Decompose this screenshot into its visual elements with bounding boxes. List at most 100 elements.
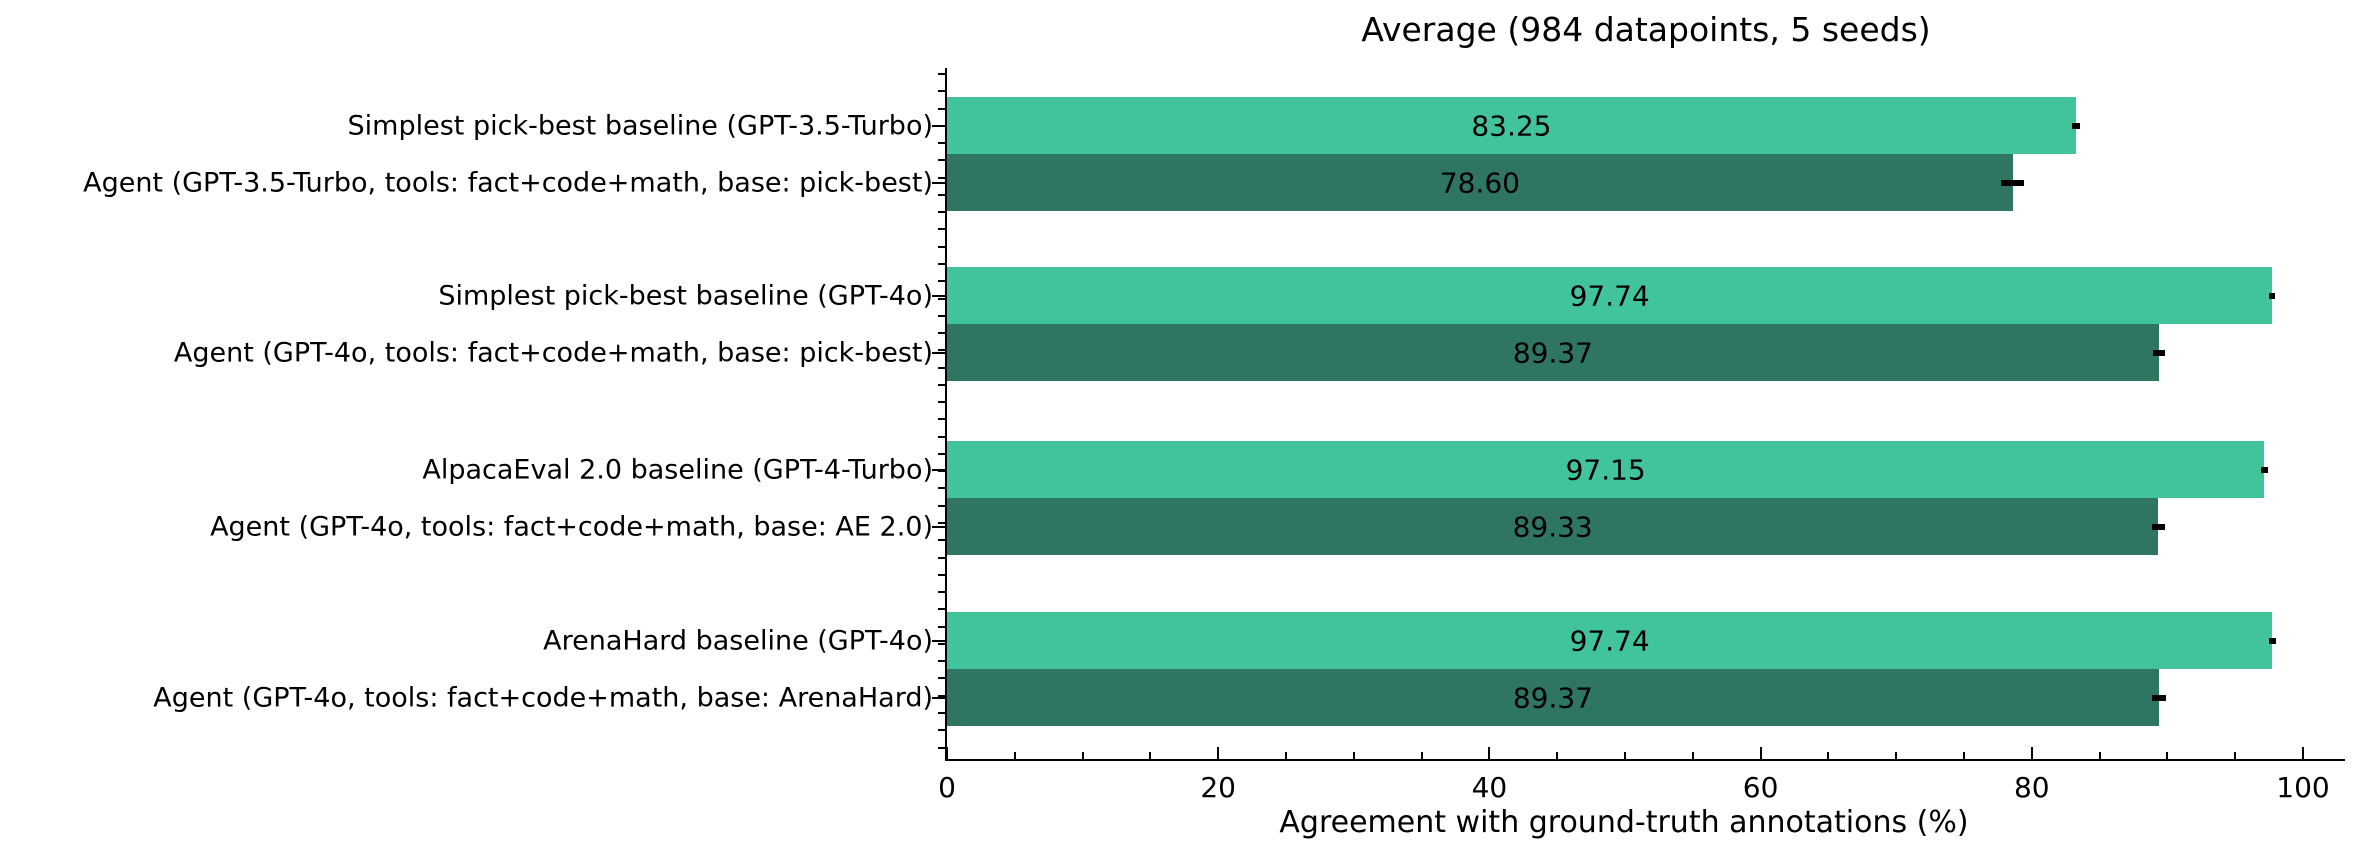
error-bar (2152, 694, 2166, 701)
chart-title: Average (984 datapoints, 5 seeds) (1361, 10, 1931, 49)
category-label: Simplest pick-best baseline (GPT-4o) (438, 280, 933, 311)
bar-value-label: 89.37 (1512, 681, 1594, 714)
y-minor-tick (938, 729, 945, 731)
y-major-tick (932, 124, 945, 127)
y-minor-tick (938, 315, 945, 317)
y-minor-tick (938, 643, 945, 645)
y-minor-tick (938, 470, 945, 472)
y-minor-tick (938, 418, 945, 420)
y-minor-tick (938, 591, 945, 593)
y-minor-tick (938, 332, 945, 334)
x-minor-tick (1352, 752, 1355, 759)
y-minor-tick (938, 539, 945, 541)
error-bar (2152, 349, 2165, 356)
bar-value-label: 97.15 (1565, 453, 1646, 486)
y-minor-tick (938, 349, 945, 351)
error-bar (2269, 292, 2276, 299)
y-minor-tick (938, 298, 945, 300)
y-minor-tick (938, 73, 945, 75)
bar-value-label: 89.37 (1512, 336, 1594, 369)
x-minor-tick (1420, 752, 1423, 759)
x-major-tick (1759, 747, 1762, 759)
x-minor-tick (1691, 752, 1694, 759)
x-minor-tick (1556, 752, 1559, 759)
y-minor-tick (938, 712, 945, 714)
y-minor-tick (938, 695, 945, 697)
y-minor-tick (938, 246, 945, 248)
bar-value-label: 97.74 (1569, 279, 1650, 312)
y-major-tick (932, 351, 945, 354)
x-tick-label: 20 (1200, 771, 1237, 804)
y-minor-tick (938, 367, 945, 369)
category-label: Agent (GPT-4o, tools: fact+code+math, ba… (153, 682, 933, 713)
y-major-tick (932, 696, 945, 699)
bar-value-label: 97.74 (1569, 624, 1650, 657)
x-minor-tick (2098, 752, 2101, 759)
y-minor-tick (938, 280, 945, 282)
x-major-tick (2302, 747, 2304, 759)
x-tick-label: 80 (2013, 771, 2050, 804)
x-axis-label: Agreement with ground-truth annotations … (1279, 805, 1969, 840)
y-major-tick (932, 181, 945, 184)
error-bar (2260, 466, 2268, 473)
y-minor-tick (938, 159, 945, 161)
y-minor-tick (938, 194, 945, 196)
x-major-tick (1217, 747, 1220, 759)
bar-value-label: 78.60 (1439, 166, 1520, 199)
y-minor-tick (938, 660, 945, 662)
y-minor-tick (938, 228, 945, 230)
y-minor-tick (938, 574, 945, 576)
y-major-tick (932, 468, 945, 471)
x-minor-tick (1013, 752, 1016, 759)
y-minor-tick (938, 108, 945, 110)
x-tick-label: 60 (1742, 771, 1779, 804)
y-minor-tick (938, 142, 945, 144)
agent-bar (947, 324, 2159, 381)
y-minor-tick (938, 211, 945, 213)
bar-value-label: 89.33 (1512, 510, 1593, 543)
x-minor-tick (1895, 752, 1898, 759)
x-minor-tick (1963, 752, 1965, 759)
y-major-tick (932, 294, 945, 297)
y-minor-tick (938, 177, 945, 179)
y-major-tick (932, 639, 945, 642)
x-minor-tick (1285, 752, 1287, 759)
x-major-tick (946, 747, 948, 759)
y-minor-tick (938, 677, 945, 679)
x-minor-tick (2166, 752, 2169, 759)
x-minor-tick (1624, 752, 1626, 759)
y-minor-tick (938, 626, 945, 628)
agent-bar (947, 669, 2159, 726)
y-minor-tick (938, 557, 945, 559)
baseline-bar (947, 267, 2273, 324)
category-label: AlpacaEval 2.0 baseline (GPT-4-Turbo) (422, 454, 933, 485)
error-bar (2001, 179, 2025, 186)
y-axis-spine (945, 68, 947, 761)
baseline-bar (947, 97, 2076, 154)
category-label: Agent (GPT-4o, tools: fact+code+math, ba… (173, 337, 933, 368)
y-minor-tick (938, 263, 945, 265)
y-minor-tick (938, 453, 945, 455)
agent-bar (947, 154, 2013, 211)
x-major-tick (2030, 747, 2033, 759)
category-label: Agent (GPT-4o, tools: fact+code+math, ba… (210, 511, 933, 542)
x-minor-tick (1827, 752, 1830, 759)
category-label: Simplest pick-best baseline (GPT-3.5-Tur… (347, 110, 933, 141)
category-label: ArenaHard baseline (GPT-4o) (543, 625, 933, 656)
category-label: Agent (GPT-3.5-Turbo, tools: fact+code+m… (83, 167, 933, 198)
y-major-tick (932, 525, 945, 528)
baseline-bar (947, 612, 2273, 669)
y-minor-tick (938, 608, 945, 610)
y-minor-tick (938, 487, 945, 489)
x-tick-label: 0 (938, 771, 956, 804)
x-minor-tick (2234, 752, 2237, 759)
y-minor-tick (938, 747, 945, 749)
x-tick-label: 100 (2276, 771, 2330, 804)
y-minor-tick (938, 401, 945, 403)
bar-value-label: 83.25 (1471, 109, 1552, 142)
y-minor-tick (938, 90, 945, 92)
error-bar (2151, 523, 2166, 530)
y-minor-tick (938, 522, 945, 524)
x-major-tick (1488, 747, 1491, 759)
